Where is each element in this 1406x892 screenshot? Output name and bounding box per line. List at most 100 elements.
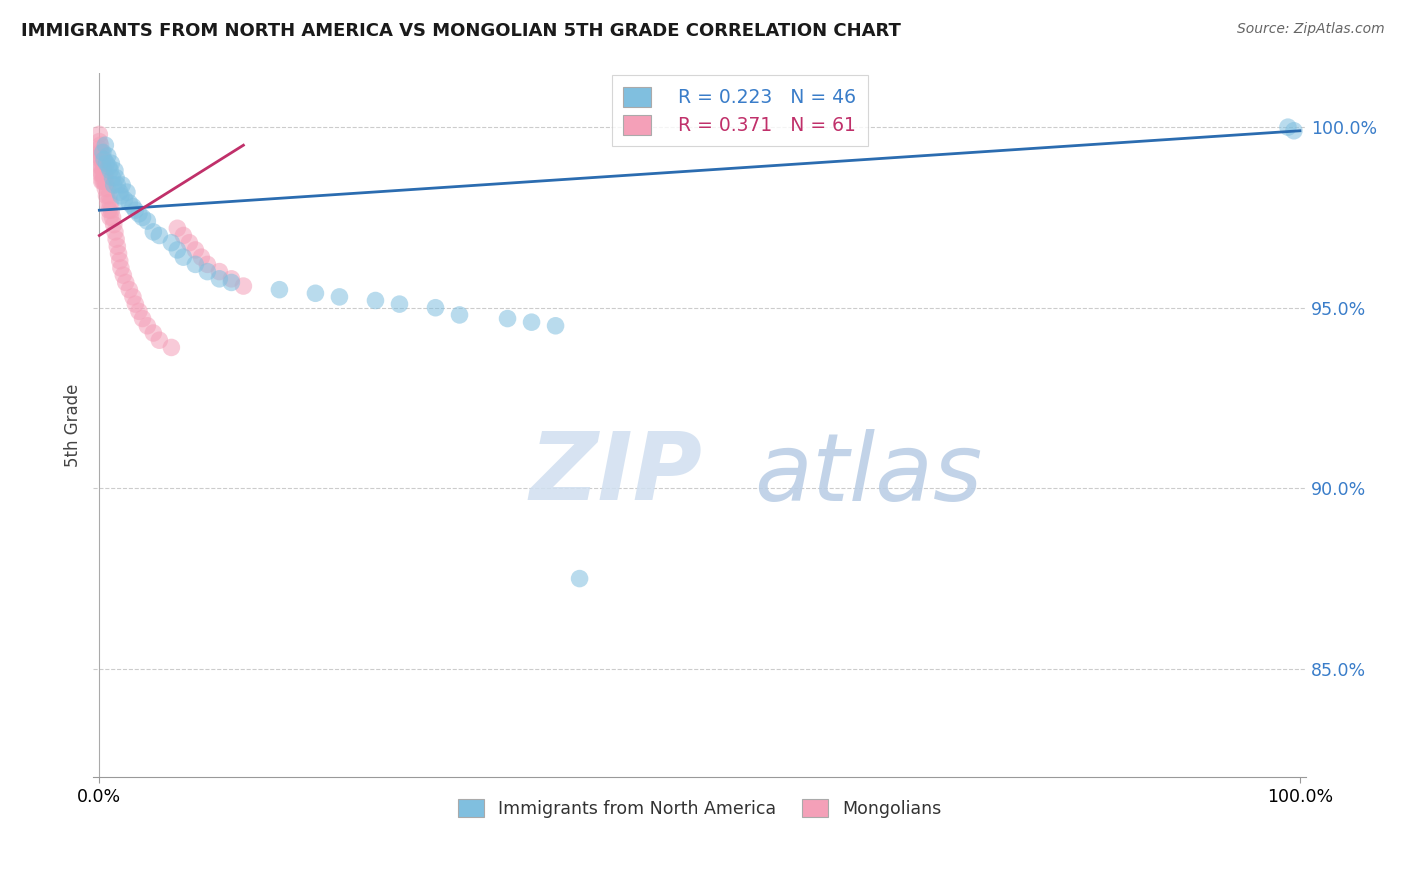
Point <box>269 283 291 297</box>
Point <box>172 250 194 264</box>
Point <box>328 290 350 304</box>
Point <box>184 257 207 271</box>
Point <box>105 232 128 246</box>
Point <box>172 228 194 243</box>
Point <box>208 264 231 278</box>
Point <box>98 196 121 211</box>
Point <box>89 149 111 163</box>
Point <box>97 149 120 163</box>
Text: IMMIGRANTS FROM NORTH AMERICA VS MONGOLIAN 5TH GRADE CORRELATION CHART: IMMIGRANTS FROM NORTH AMERICA VS MONGOLI… <box>21 22 901 40</box>
Point <box>107 246 129 260</box>
Text: Source: ZipAtlas.com: Source: ZipAtlas.com <box>1237 22 1385 37</box>
Point <box>94 174 117 188</box>
Point <box>142 225 165 239</box>
Point <box>110 260 132 275</box>
Point <box>122 290 145 304</box>
Point <box>105 170 128 185</box>
Point <box>104 163 127 178</box>
Point <box>94 138 117 153</box>
Point <box>93 153 115 167</box>
Point <box>97 181 120 195</box>
Point <box>103 178 125 192</box>
Point <box>190 250 212 264</box>
Point <box>96 188 118 202</box>
Point <box>195 257 218 271</box>
Point <box>91 160 114 174</box>
Point <box>89 135 111 149</box>
Text: atlas: atlas <box>754 429 983 520</box>
Y-axis label: 5th Grade: 5th Grade <box>65 384 82 467</box>
Point <box>93 174 115 188</box>
Point <box>93 167 115 181</box>
Point <box>105 178 128 192</box>
Point <box>232 279 254 293</box>
Point <box>364 293 387 308</box>
Point <box>114 276 136 290</box>
Point <box>1277 120 1299 135</box>
Point <box>115 185 138 199</box>
Point <box>100 203 122 218</box>
Point <box>89 160 111 174</box>
Point <box>131 211 153 225</box>
Point <box>89 145 111 160</box>
Point <box>97 196 120 211</box>
Point <box>122 200 145 214</box>
Point <box>496 311 519 326</box>
Point <box>90 174 112 188</box>
Point <box>118 196 141 211</box>
Point <box>108 253 131 268</box>
Point <box>449 308 471 322</box>
Point <box>96 156 118 170</box>
Point <box>114 193 136 207</box>
Point <box>221 272 243 286</box>
Point <box>89 142 111 156</box>
Point <box>91 174 114 188</box>
Point <box>148 333 170 347</box>
Point <box>166 243 188 257</box>
Point <box>105 239 128 253</box>
Point <box>148 228 170 243</box>
Point <box>184 243 207 257</box>
Point <box>166 221 188 235</box>
Point <box>97 188 120 202</box>
Point <box>101 170 124 185</box>
Point <box>91 167 114 181</box>
Point <box>425 301 447 315</box>
Point <box>118 283 141 297</box>
Point <box>90 153 112 167</box>
Point <box>94 167 117 181</box>
Point <box>124 297 146 311</box>
Point <box>108 185 131 199</box>
Point <box>520 315 543 329</box>
Point <box>89 153 111 167</box>
Point <box>160 341 183 355</box>
Point <box>94 181 117 195</box>
Text: ZIP: ZIP <box>530 428 703 520</box>
Point <box>544 318 567 333</box>
Point <box>208 272 231 286</box>
Point <box>568 572 591 586</box>
Point <box>136 214 159 228</box>
Point <box>90 145 112 160</box>
Point <box>128 207 150 221</box>
Point <box>103 218 125 232</box>
Point <box>97 203 120 218</box>
Point <box>128 304 150 318</box>
Point <box>160 235 183 250</box>
Point <box>91 145 114 160</box>
Point <box>98 211 121 225</box>
Point <box>97 160 120 174</box>
Point <box>101 211 124 225</box>
Point <box>179 235 201 250</box>
Point <box>89 138 111 153</box>
Point <box>124 203 146 218</box>
Point <box>221 276 243 290</box>
Point <box>110 188 132 202</box>
Point <box>96 174 118 188</box>
Point <box>98 163 121 178</box>
Point <box>91 153 114 167</box>
Point <box>111 178 134 192</box>
Point <box>136 318 159 333</box>
Point <box>89 128 111 142</box>
Point <box>90 160 112 174</box>
